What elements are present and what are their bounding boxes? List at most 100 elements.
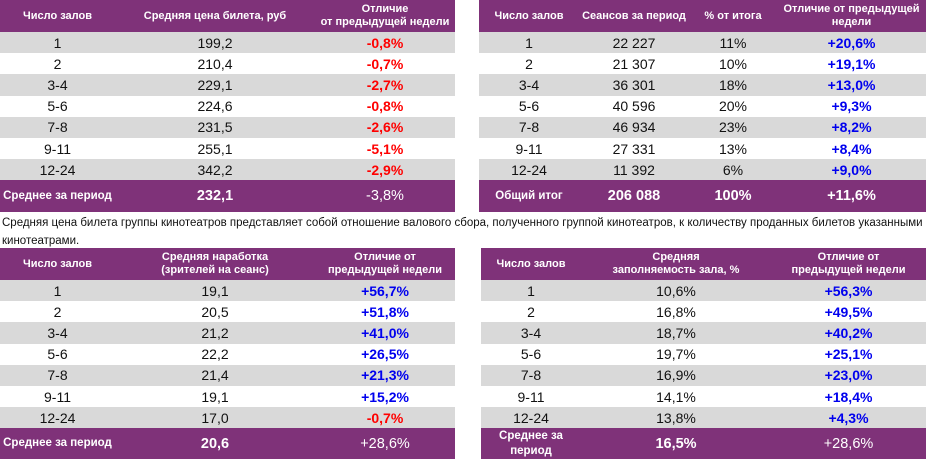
header-diff-text: Отличие от предыдущей недели (791, 251, 906, 276)
cell-halls: 9-11 (0, 137, 115, 160)
cell-value: 22,2 (115, 343, 315, 365)
cell-share: 20% (689, 95, 777, 117)
cell-diff: -2,7% (315, 74, 455, 96)
header-diff-text: Отличие от предыдущей недели (328, 251, 442, 276)
cell-halls: 5-6 (0, 95, 115, 117)
table-row: 12-24 17,0 -0,7% (0, 407, 455, 429)
cell-value: 19,1 (115, 280, 315, 302)
cell-value: 16,8% (581, 301, 771, 323)
footer-share: 100% (689, 180, 777, 213)
cell-share: 6% (689, 159, 777, 181)
header-avg-price: Средняя цена билета, руб (115, 0, 315, 32)
cell-value: 21 307 (579, 53, 689, 75)
cell-diff: +23,0% (771, 364, 926, 386)
cell-halls: 5-6 (0, 343, 115, 365)
header-halls: Число залов (0, 248, 115, 280)
table-row: 7-8 16,9% +23,0% (481, 364, 926, 386)
header-diff: Отличие от предыдущей недели (777, 0, 926, 32)
footer-label: Общий итог (479, 180, 579, 213)
table-row: 3-4 229,1 -2,7% (0, 74, 455, 96)
cell-value: 11 392 (579, 159, 689, 181)
cell-diff: +26,5% (315, 343, 455, 365)
header-halls: Число залов (481, 248, 581, 280)
cell-halls: 12-24 (479, 159, 579, 181)
footer-value: 16,5% (581, 428, 771, 460)
cell-halls: 2 (481, 301, 581, 323)
cell-diff: +18,4% (771, 385, 926, 408)
cell-value: 19,7% (581, 343, 771, 365)
footer-diff: +28,6% (771, 428, 926, 460)
cell-halls: 9-11 (479, 137, 579, 160)
cell-halls: 2 (0, 53, 115, 75)
cell-value: 21,2 (115, 322, 315, 344)
cell-diff: +9,0% (777, 159, 926, 181)
table-row: 1 22 227 11% +20,6% (479, 32, 926, 54)
cell-halls: 7-8 (479, 116, 579, 138)
cell-share: 18% (689, 74, 777, 96)
cell-halls: 1 (0, 32, 115, 54)
cell-diff: +49,5% (771, 301, 926, 323)
header-halls: Число залов (0, 0, 115, 32)
cell-value: 342,2 (115, 159, 315, 181)
table-header: Число залов Средняя заполняемость зала, … (481, 248, 926, 280)
cell-value: 210,4 (115, 53, 315, 75)
cell-diff: +13,0% (777, 74, 926, 96)
table-header: Число залов Средняя цена билета, руб Отл… (0, 0, 455, 32)
table-body: 1 19,1 +56,7% 2 20,5 +51,8% 3-4 21,2 +41,0% 5-6 22… (0, 280, 455, 429)
cell-value: 199,2 (115, 32, 315, 54)
footer-value: 232,1 (115, 180, 315, 213)
cell-diff: -0,7% (315, 53, 455, 75)
table-row: 7-8 46 934 23% +8,2% (479, 116, 926, 138)
footer-value: 206 088 (579, 180, 689, 213)
cell-share: 11% (689, 32, 777, 54)
cell-halls: 12-24 (0, 407, 115, 429)
table-footer: Среднее за период 232,1 -3,8% (0, 180, 455, 213)
cell-value: 224,6 (115, 95, 315, 117)
cell-share: 13% (689, 137, 777, 160)
cell-diff: -0,7% (315, 407, 455, 429)
table-body: 1 199,2 -0,8% 2 210,4 -0,7% 3-4 229,1 -2,7% 5-6 22… (0, 32, 455, 181)
table-row: 7-8 231,5 -2,6% (0, 116, 455, 138)
cell-value: 14,1% (581, 385, 771, 408)
table-body: 1 22 227 11% +20,6% 2 21 307 10% +19,1% 3-4 36 30… (479, 32, 926, 181)
footer-value: 20,6 (115, 428, 315, 460)
header-share: % от итога (689, 0, 777, 32)
table-row: 9-11 255,1 -5,1% (0, 137, 455, 160)
table-row: 3-4 36 301 18% +13,0% (479, 74, 926, 96)
table-row: 3-4 18,7% +40,2% (481, 322, 926, 344)
cell-diff: +8,4% (777, 137, 926, 160)
table-row: 9-11 14,1% +18,4% (481, 385, 926, 408)
cell-halls: 3-4 (481, 322, 581, 344)
footer-label: Среднее за период (481, 428, 581, 460)
cell-diff: -0,8% (315, 32, 455, 54)
cell-diff: +19,1% (777, 53, 926, 75)
table-row: 5-6 19,7% +25,1% (481, 343, 926, 365)
cell-diff: +51,8% (315, 301, 455, 323)
cell-value: 27 331 (579, 137, 689, 160)
cell-value: 13,8% (581, 407, 771, 429)
table-footer: Среднее за период 16,5% +28,6% (481, 428, 926, 460)
cell-diff: -5,1% (315, 137, 455, 160)
cell-value: 16,9% (581, 364, 771, 386)
table-row: 5-6 40 596 20% +9,3% (479, 95, 926, 117)
cell-halls: 2 (479, 53, 579, 75)
header-diff: Отличие от предыдущей недели (771, 248, 926, 280)
header-diff: Отличие от предыдущей недели (315, 0, 455, 32)
header-diff-text: Отличие от предыдущей недели (320, 3, 450, 28)
table-row: 5-6 224,6 -0,8% (0, 95, 455, 117)
cell-halls: 7-8 (481, 364, 581, 386)
cell-halls: 5-6 (481, 343, 581, 365)
cell-share: 23% (689, 116, 777, 138)
footer-label: Среднее за период (0, 428, 115, 460)
cell-diff: +25,1% (771, 343, 926, 365)
table-row: 2 21 307 10% +19,1% (479, 53, 926, 75)
cell-diff: +4,3% (771, 407, 926, 429)
cell-value: 10,6% (581, 280, 771, 302)
header-sessions: Сеансов за период (579, 0, 689, 32)
cell-halls: 1 (479, 32, 579, 54)
cell-value: 17,0 (115, 407, 315, 429)
header-halls: Число залов (479, 0, 579, 32)
cell-halls: 3-4 (479, 74, 579, 96)
attendance-table: Число залов Средняя наработка (зрителей … (0, 248, 455, 460)
cell-value: 21,4 (115, 364, 315, 386)
